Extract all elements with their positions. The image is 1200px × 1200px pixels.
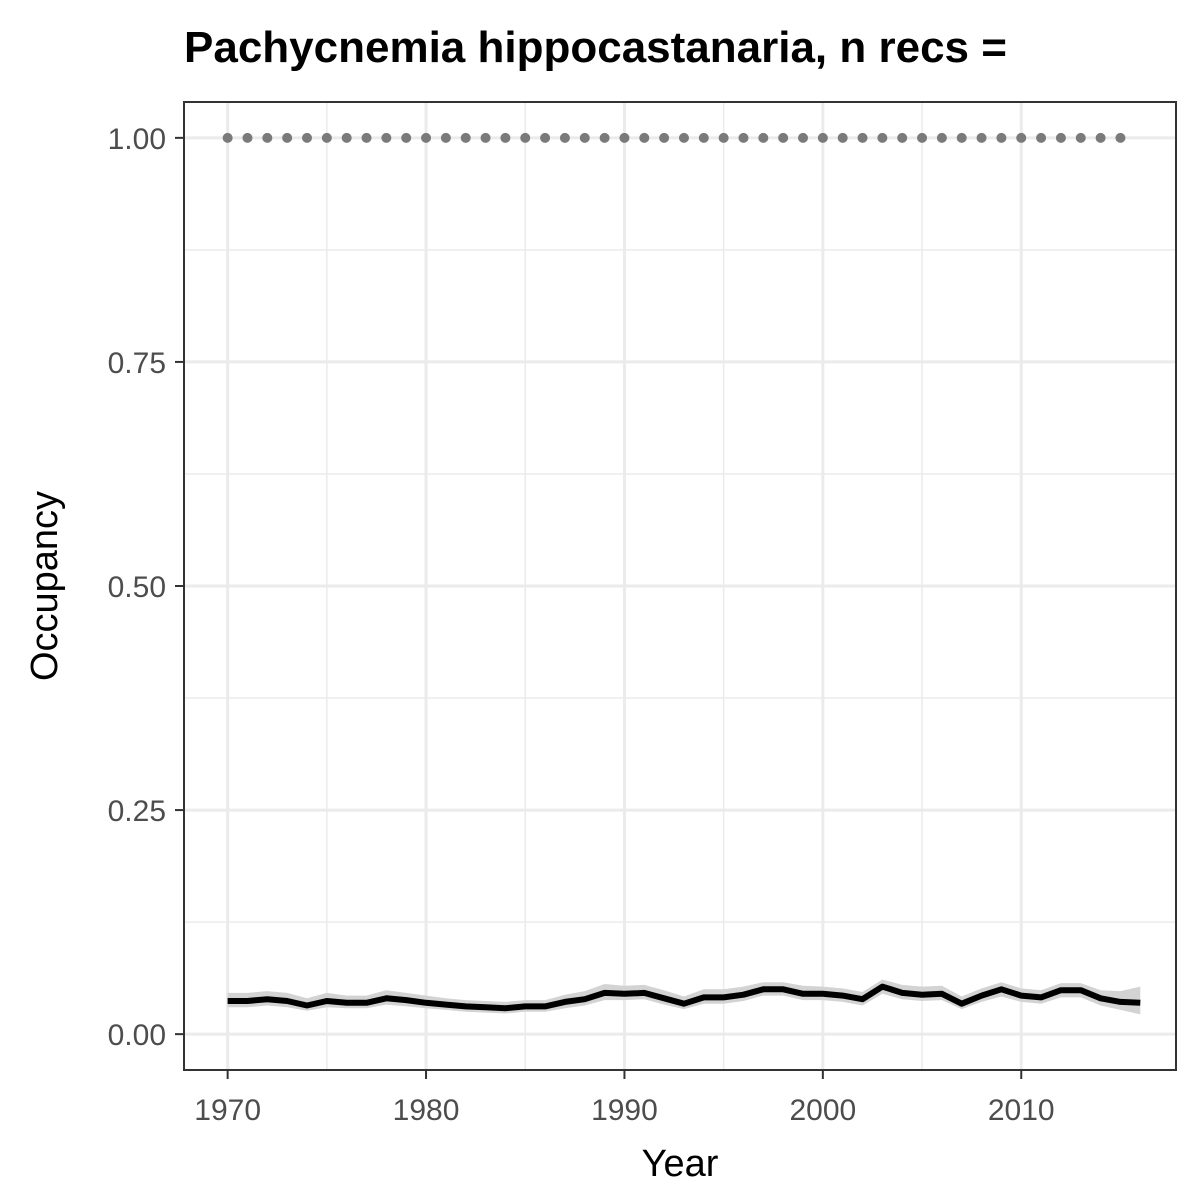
reference-dot (758, 132, 769, 143)
reference-dot (718, 132, 729, 143)
reference-dot (897, 132, 908, 143)
reference-dot (262, 132, 273, 143)
reference-dot (857, 132, 868, 143)
x-axis: 1970 1980 1990 2000 2010 (194, 1070, 1055, 1127)
reference-dot (579, 132, 590, 143)
chart-title: Pachycnemia hippocastanaria, n recs = (184, 23, 1007, 72)
reference-dot (440, 132, 451, 143)
reference-dot (976, 132, 987, 143)
reference-dot (540, 132, 551, 143)
reference-dot (1055, 132, 1066, 143)
y-tick-label: 0.25 (108, 795, 166, 828)
x-tick-label: 2010 (988, 1094, 1055, 1127)
reference-dot (559, 132, 570, 143)
reference-dot (460, 132, 471, 143)
reference-dot (738, 132, 749, 143)
reference-dot (917, 132, 928, 143)
x-axis-title: Year (642, 1143, 719, 1185)
reference-dot (341, 132, 352, 143)
reference-dot (1115, 132, 1126, 143)
occupancy-line-layer (227, 983, 1141, 1012)
grid-lines (184, 102, 1176, 1070)
reference-dot (321, 132, 332, 143)
reference-dot (361, 132, 372, 143)
reference-dot (222, 132, 233, 143)
y-axis-title: Occupancy (24, 491, 66, 681)
reference-dot (639, 132, 650, 143)
reference-dot (480, 132, 491, 143)
y-tick-label: 0.75 (108, 347, 166, 380)
reference-dots-layer (222, 132, 1126, 143)
reference-dot (1095, 132, 1106, 143)
x-tick-label: 1990 (591, 1094, 658, 1127)
reference-dot (877, 132, 888, 143)
y-tick-label: 0.50 (108, 571, 166, 604)
reference-dot (837, 132, 848, 143)
reference-dot (520, 132, 531, 143)
reference-dot (619, 132, 630, 143)
reference-dot (817, 132, 828, 143)
reference-dot (798, 132, 809, 143)
reference-dot (1016, 132, 1027, 143)
reference-dot (778, 132, 789, 143)
y-tick-label: 1.00 (108, 123, 166, 156)
x-tick-label: 2000 (789, 1094, 856, 1127)
reference-dot (599, 132, 610, 143)
x-tick-label: 1970 (194, 1094, 261, 1127)
reference-dot (936, 132, 947, 143)
reference-dot (1075, 132, 1086, 143)
reference-dot (242, 132, 253, 143)
reference-dot (500, 132, 511, 143)
reference-dot (282, 132, 293, 143)
reference-dot (698, 132, 709, 143)
x-tick-label: 1980 (393, 1094, 460, 1127)
reference-dot (678, 132, 689, 143)
reference-dot (302, 132, 313, 143)
reference-dot (659, 132, 670, 143)
reference-dot (1036, 132, 1047, 143)
reference-dot (381, 132, 392, 143)
reference-dot (401, 132, 412, 143)
occupancy-line (227, 983, 1141, 1012)
y-tick-label: 0.00 (108, 1019, 166, 1052)
reference-dot (421, 132, 432, 143)
y-axis: 0.00 0.25 0.50 0.75 1.00 (108, 123, 184, 1052)
reference-dot (996, 132, 1007, 143)
reference-dot (956, 132, 967, 143)
